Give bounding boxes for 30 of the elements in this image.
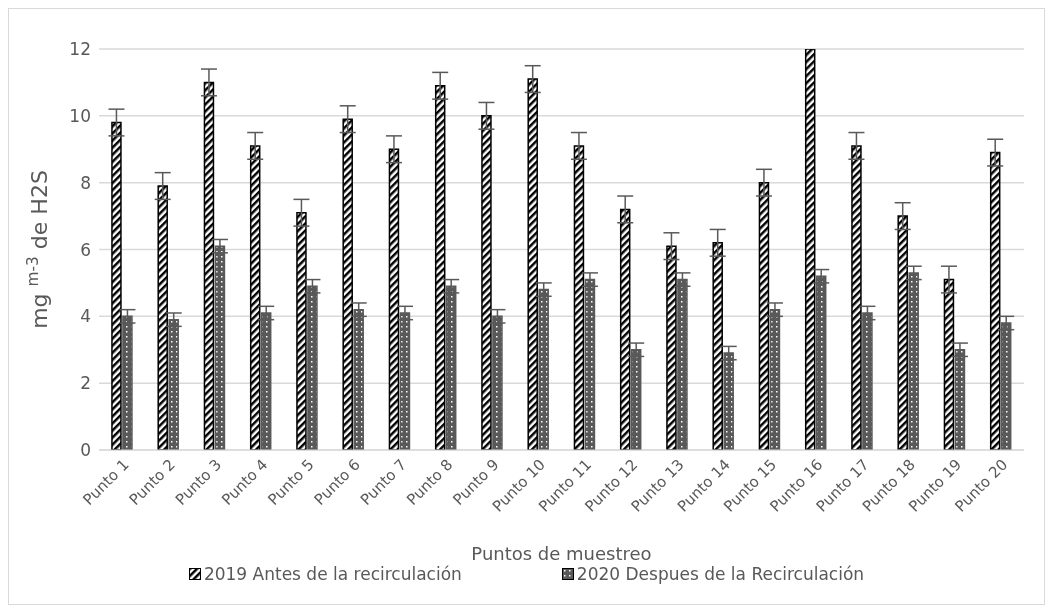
y-tick-label: 0 <box>80 440 91 461</box>
y-tick-label: 2 <box>80 373 91 394</box>
legend-label: 2019 Antes de la recirculación <box>202 564 462 584</box>
y-tick-label: 12 <box>69 39 91 60</box>
bar <box>943 278 955 450</box>
y-tick-label: 4 <box>80 306 91 327</box>
bar <box>203 81 215 450</box>
bar <box>111 121 122 450</box>
bar <box>388 148 400 450</box>
bar <box>342 118 353 450</box>
bar <box>758 181 770 450</box>
bar <box>712 242 723 450</box>
bar <box>157 185 168 450</box>
bar <box>249 145 261 450</box>
y-tick-label: 10 <box>69 105 91 126</box>
bar <box>666 245 677 450</box>
x-axis-title: Puntos de muestreo <box>471 543 652 564</box>
y-tick-label: 8 <box>80 172 91 193</box>
bar <box>296 211 307 450</box>
bar <box>619 208 631 450</box>
bar <box>851 145 862 450</box>
bar <box>897 215 908 450</box>
legend-label: 2020 Despues de la Recirculación <box>575 564 865 584</box>
bar <box>434 85 446 450</box>
bar <box>989 151 1001 450</box>
bar <box>527 78 538 450</box>
bar <box>481 115 492 450</box>
y-tick-label: 6 <box>80 239 91 260</box>
bar <box>573 145 585 450</box>
bar <box>804 49 816 450</box>
